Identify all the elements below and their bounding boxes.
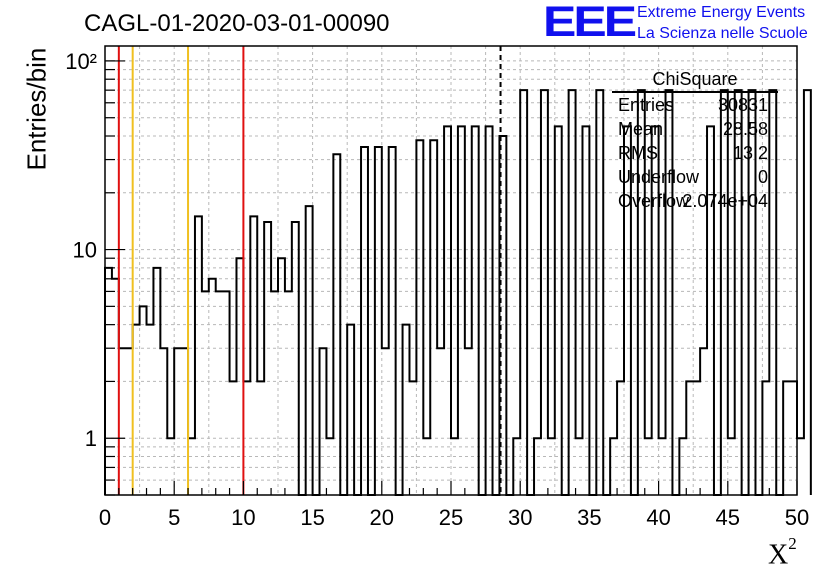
logo-line-2: La Scienza nelle Scuole [637,25,808,42]
stats-value: 13.2 [732,143,768,163]
stats-row-rms: RMS 13.2 [612,141,778,165]
stats-key: Mean [618,119,664,139]
x-tick-label: 30 [508,505,532,530]
x-tick-label: 15 [300,505,324,530]
x-axis-label-base: X [768,539,789,571]
histogram-outline [104,89,812,496]
stats-key: RMS [618,143,658,163]
x-tick-label: 10 [231,505,255,530]
logo-line-1: Extreme Energy Events [637,4,806,21]
stats-key: Entries [618,95,675,115]
stats-row-mean: Mean 28.58 [612,117,778,141]
x-axis-label-superscript: 2 [788,534,797,553]
y-axis-label: Entries/bin [21,47,52,171]
stats-box: ChiSquare Entries 30831 Mean 28.58 RMS 1… [612,68,778,213]
stats-row-underflow: Underflow 0 [612,165,778,189]
stats-value: 28.58 [722,119,768,139]
x-axis-label: X2 [768,534,797,571]
stats-value: 2.074e+04 [682,191,768,211]
y-tick-label: 1 [85,426,97,451]
y-tick-label: 10² [65,49,97,74]
stats-key: Underflow [618,167,700,187]
x-tick-label: 20 [370,505,394,530]
stats-value: 30831 [717,95,768,115]
stats-title: ChiSquare [612,68,778,93]
x-tick-label: 45 [716,505,740,530]
stats-row-overflow: Overflow 2.074e+04 [612,189,778,213]
stats-key: Overflow [618,191,690,211]
x-tick-label: 40 [646,505,670,530]
x-tick-label: 5 [168,505,180,530]
x-tick-label: 50 [785,505,809,530]
x-tick-label: 35 [577,505,601,530]
x-tick-label: 0 [99,505,111,530]
stats-row-entries: Entries 30831 [612,93,778,117]
chart-title: CAGL-01-2020-03-01-00090 [84,10,390,37]
x-tick-label: 25 [439,505,463,530]
y-tick-label: 10 [73,238,97,263]
stats-value: 0 [757,167,768,187]
eee-logo: EEE [543,0,637,46]
